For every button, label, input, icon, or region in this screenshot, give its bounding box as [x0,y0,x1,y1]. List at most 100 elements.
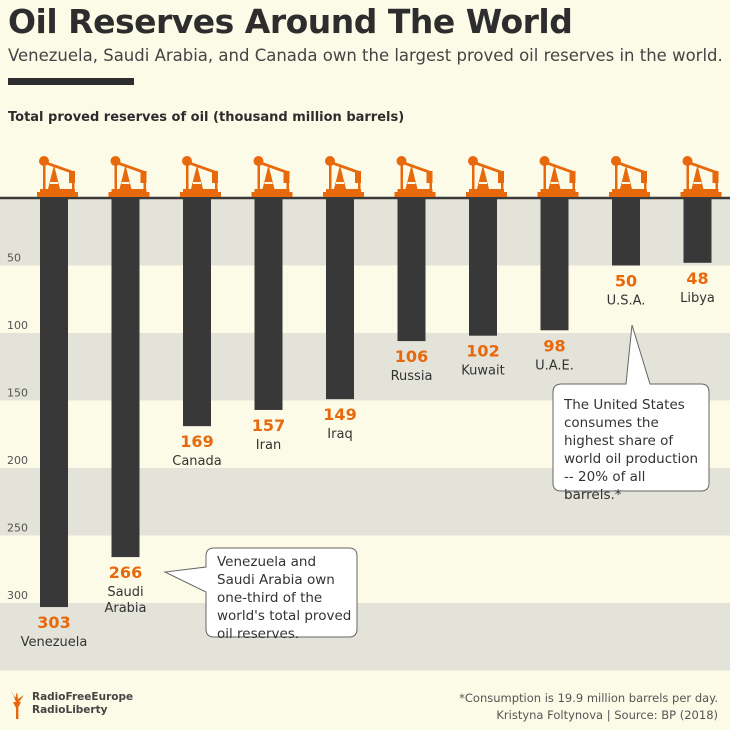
y-tick-label: 250 [7,522,28,535]
pumpjack-platform [469,189,504,193]
value-label: 266 [109,563,142,582]
category-label: Venezuela [21,635,88,650]
bar [326,199,354,400]
pumpjack-tower [191,165,203,189]
pumpjack-platform [40,189,75,193]
pumpjack-beam [617,161,645,174]
category-label: Saudi [107,585,143,600]
y-tick-label: 300 [7,589,28,602]
pumpjack-base [537,192,579,197]
pumpjack-base [323,192,364,197]
pumpjack-head [182,156,192,166]
pumpjack-counterweight [69,171,75,183]
pumpjack-rod [43,163,46,189]
pumpjack-platform [397,189,433,193]
pumpjack-post [286,182,289,190]
pumpjack-counterweight [140,171,147,183]
callout-venezuela-bubble [163,547,358,638]
pumpjack-counterweight [426,171,433,183]
pumpjack-beam [402,161,431,174]
pumpjack-beam [545,161,574,174]
pumpjack-post [358,182,361,190]
pumpjack-tower [691,165,704,189]
pumpjack-platform [111,189,147,193]
callout-usa-bubble [552,324,710,492]
oil-pumpjack-icon [394,156,436,197]
value-label: 48 [686,269,708,288]
pumpjack-counterweight [712,171,719,183]
oil-pumpjack-icon [537,156,579,197]
category-label: Arabia [104,601,146,616]
y-tick-label: 50 [7,252,21,265]
category-label: Iran [256,438,281,453]
pumpjack-rod [329,163,332,189]
category-label: Russia [391,369,433,384]
page-subtitle: Venezuela, Saudi Arabia, and Canada own … [8,46,723,65]
category-label: U.S.A. [607,294,646,309]
value-label: 98 [543,336,565,355]
pumpjack-head [39,156,49,166]
page-title: Oil Reserves Around The World [8,2,573,41]
pumpjack-beam [45,161,73,174]
pumpjack-tower [119,165,132,189]
pumpjack-base [394,192,436,197]
pumpjack-head [396,156,407,166]
pumpjack-platform [183,189,218,193]
pumpjack-post [215,182,218,190]
pumpjack-head [253,156,264,166]
grid-band [0,603,730,671]
pumpjack-tower [405,165,418,189]
pumpjack-head [611,156,621,166]
rferl-logo: RadioFreeEurope RadioLiberty [8,688,133,720]
pumpjack-tower [262,165,275,189]
axis-title: Total proved reserves of oil (thousand m… [8,110,405,125]
pumpjack-tower [548,165,561,189]
bar [183,199,211,427]
pumpjack-counterweight [498,171,504,183]
bar [540,199,569,331]
category-label: U.A.E. [535,358,574,373]
pumpjack-post [715,182,718,190]
pumpjack-post [429,182,432,190]
pumpjack-head [325,156,335,166]
pumpjack-post [72,182,75,190]
oil-pumpjack-icon [609,156,650,197]
oil-pumpjack-icon [180,156,221,197]
pumpjack-base [37,192,78,197]
torch-icon [11,690,24,719]
oil-pumpjack-icon [466,156,507,197]
pumpjack-tower [477,165,489,189]
pumpjack-base [466,192,507,197]
pumpjack-platform [683,189,719,193]
logo-line-2: RadioLiberty [32,704,108,716]
pumpjack-beam [331,161,359,174]
bar [254,199,283,410]
pumpjack-head [539,156,550,166]
value-label: 149 [323,405,356,424]
oil-pumpjack-icon [680,156,722,197]
pumpjack-beam [259,161,288,174]
value-label: 169 [180,432,213,451]
pumpjack-rod [257,163,260,189]
pumpjack-platform [540,189,576,193]
callout-usa-text: The United States consumes the highest s… [564,397,699,503]
value-label: 102 [466,342,499,361]
pumpjack-beam [688,161,717,174]
pumpjack-tower [620,165,632,189]
pumpjack-rod [472,163,475,189]
bar [683,199,712,263]
logo-line-1: RadioFreeEurope [32,691,134,703]
pumpjack-base [251,192,293,197]
oil-pumpjack-icon [37,156,78,197]
pumpjack-counterweight [569,171,576,183]
pumpjack-counterweight [212,171,218,183]
pumpjack-rod [114,163,117,189]
pumpjack-head [468,156,478,166]
pumpjack-rod [543,163,546,189]
y-tick-label: 150 [7,387,28,400]
category-label: Iraq [327,427,352,442]
y-tick-label: 200 [7,454,28,467]
bar [612,199,640,266]
pumpjack-post [143,182,146,190]
